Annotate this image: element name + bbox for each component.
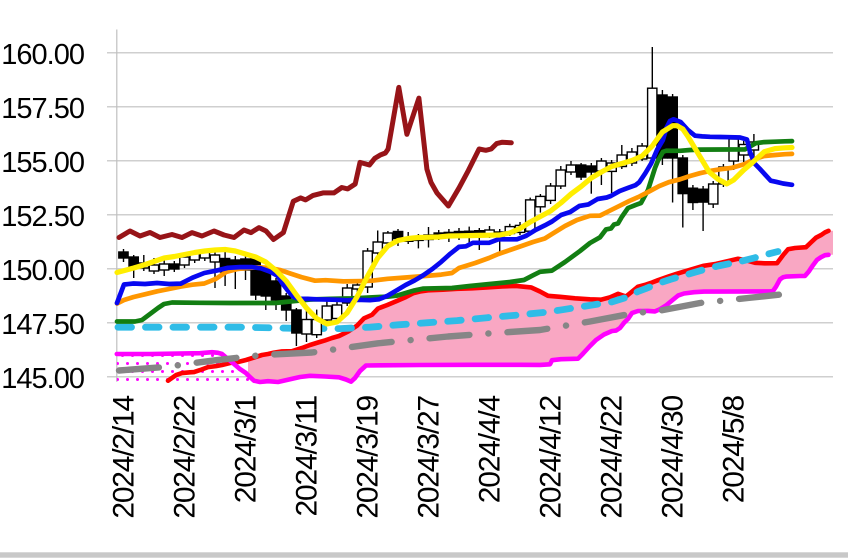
svg-text:147.50: 147.50 xyxy=(1,309,84,341)
svg-text:145.00: 145.00 xyxy=(1,363,84,395)
svg-text:2024/4/4: 2024/4/4 xyxy=(474,395,507,503)
svg-text:2024/4/30: 2024/4/30 xyxy=(657,395,690,518)
svg-text:2024/3/1: 2024/3/1 xyxy=(230,395,263,503)
svg-text:2024/2/14: 2024/2/14 xyxy=(108,395,141,518)
svg-text:2024/2/22: 2024/2/22 xyxy=(169,395,202,518)
svg-text:155.00: 155.00 xyxy=(1,147,84,179)
svg-text:150.00: 150.00 xyxy=(1,255,84,287)
svg-text:2024/3/11: 2024/3/11 xyxy=(291,395,324,516)
svg-text:2024/3/27: 2024/3/27 xyxy=(413,395,446,518)
svg-text:157.50: 157.50 xyxy=(1,93,84,125)
svg-text:2024/4/22: 2024/4/22 xyxy=(596,395,629,518)
svg-text:2024/4/12: 2024/4/12 xyxy=(535,395,568,518)
svg-text:2024/3/19: 2024/3/19 xyxy=(352,395,385,518)
svg-text:2024/5/8: 2024/5/8 xyxy=(718,395,751,503)
svg-text:160.00: 160.00 xyxy=(1,39,84,71)
svg-text:152.50: 152.50 xyxy=(1,201,84,233)
